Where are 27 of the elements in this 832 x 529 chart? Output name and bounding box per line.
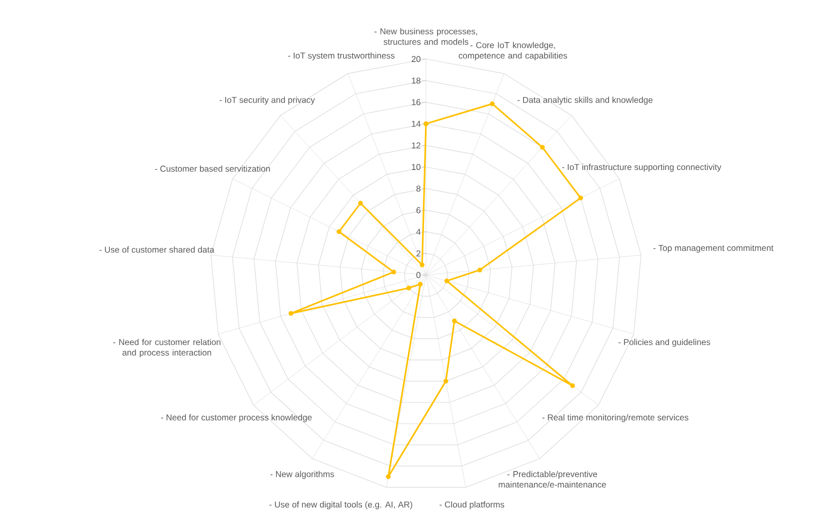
spoke-label: - Policies and guidelines xyxy=(618,338,710,347)
spoke-label: - Top management commitment xyxy=(653,244,774,253)
y-tick-label: 4 xyxy=(416,228,421,235)
y-tick-label: 2 xyxy=(416,250,420,256)
spoke-label: - IoT system trustworthiness xyxy=(288,52,395,60)
spoke-label: - Use of customer shared data xyxy=(99,246,214,253)
y-tick-label: 8 xyxy=(416,186,420,192)
spoke-label: - New business processes, structures and models xyxy=(374,28,478,45)
y-tick-label: 18 xyxy=(412,78,420,84)
y-tick-label: 14 xyxy=(412,120,421,127)
spoke-label: - IoT infrastructure supporting connectivity xyxy=(562,164,722,172)
spoke-label: - Use of new digital tools (e.g. AI, AR) xyxy=(269,501,412,510)
spoke-label: - Real time monitoring/remote services xyxy=(542,414,688,422)
spoke-label: - Cloud platforms xyxy=(440,501,504,510)
spoke-label: - New algorithms xyxy=(270,470,334,479)
spoke-label: - Need for customer relation and process interaction xyxy=(113,338,220,358)
spoke-label: - IoT security and privacy xyxy=(220,96,315,105)
spoke-label: - Predictable/preventive maintenance/e-maintenance xyxy=(498,470,606,488)
y-tick-label: 0 xyxy=(416,272,420,278)
spoke-label: - Need for customer process knowledge xyxy=(161,414,312,422)
y-tick-label: 20 xyxy=(412,56,420,62)
spoke-label: - Data analytic skills and knowledge xyxy=(518,96,653,105)
y-tick-label: 16 xyxy=(412,99,420,106)
spoke-label: - Customer based servitization xyxy=(155,165,270,172)
y-tick-label: 10 xyxy=(412,164,420,170)
y-tick-label: 6 xyxy=(416,207,420,214)
y-tick-label: 12 xyxy=(412,142,420,148)
